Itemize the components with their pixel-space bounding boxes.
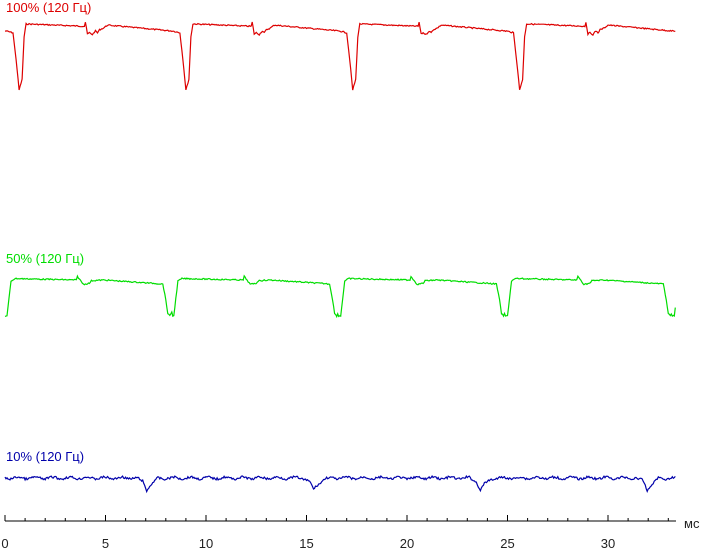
series-label-2: 50% (120 Гц) — [6, 251, 84, 266]
traces: 100% (120 Гц) 50% (120 Гц) 10% (120 Гц) — [4, 0, 676, 494]
x-tick-label: 25 — [500, 536, 514, 550]
series-line-3 — [4, 474, 676, 494]
x-axis: мс 0 5 10 15 20 25 30 — [1, 515, 700, 550]
x-tick-label: 0 — [1, 536, 8, 550]
series-label-1: 100% (120 Гц) — [6, 0, 91, 15]
x-tick-label: 20 — [400, 536, 414, 550]
x-tick-label: 30 — [601, 536, 615, 550]
series-line-2 — [4, 274, 676, 319]
x-tick-label: 5 — [102, 536, 109, 550]
series-label-3: 10% (120 Гц) — [6, 449, 84, 464]
x-tick-label: 10 — [199, 536, 213, 550]
x-tick-label: 15 — [299, 536, 313, 550]
series-line-1 — [4, 21, 676, 91]
x-axis-unit-label: мс — [684, 516, 700, 531]
